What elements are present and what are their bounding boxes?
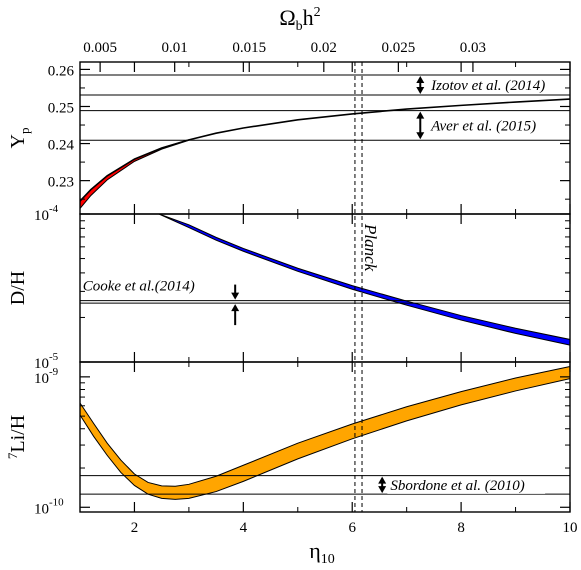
helium-obs-1-label: Aver et al. (2015) [430, 118, 536, 134]
top-tick-label-2: 0.015 [232, 40, 266, 56]
helium-curve [79, 98, 571, 202]
x-axis-title-main: η [309, 538, 321, 563]
helium-obs-0-arrow-head-down [416, 86, 425, 94]
deuterium-ytick-exp-0: -5 [49, 351, 59, 363]
deuterium-ytick-label-0: 10-5 [34, 351, 59, 372]
x-tick-label-0: 2 [131, 520, 139, 536]
deuterium-ytick-base-1: 10 [34, 208, 49, 224]
x-tick-label-2: 6 [348, 520, 356, 536]
deuterium-ytick-label-1: 10-4 [34, 203, 59, 224]
helium-obs-0-arrow-head-up [416, 75, 425, 83]
x-tick-label-1: 4 [240, 520, 248, 536]
planck-label: Planck [361, 223, 380, 272]
lithium-ytick-label-0: 10-10 [34, 496, 64, 517]
deuterium-obs-0-arrow-head-down [231, 292, 240, 300]
helium-ytick-label-3: 0.26 [48, 63, 75, 79]
x-axis-title: η10 [309, 538, 335, 565]
helium-ytick-label-0: 0.23 [48, 175, 74, 191]
helium-obs-1-label-bg [428, 117, 559, 135]
bands-layer [79, 98, 571, 500]
lithium-ytick-base-0: 10 [34, 501, 49, 517]
helium-band [79, 139, 190, 210]
top-tick-label-1: 0.01 [162, 40, 188, 56]
top-tick-label-5: 0.03 [460, 40, 486, 56]
x-tick-label-4: 10 [563, 520, 578, 536]
frame-layer [79, 61, 571, 513]
helium-ylabel-main: Y [7, 134, 29, 148]
labels-layer: Izotov et al. (2014) Aver et al. (2015) 0.… [5, 5, 578, 567]
helium-ytick-label-2: 0.25 [48, 100, 74, 116]
top-tick-label-3: 0.02 [311, 40, 337, 56]
deuterium-ytick-base-0: 10 [34, 356, 49, 372]
lithium-ytick-exp-1: -9 [49, 366, 59, 378]
lithium-frame [79, 361, 571, 513]
reference-lines-layer [80, 62, 573, 512]
top-axis-title-sup: 2 [314, 5, 321, 20]
lithium-ytick-base-1: 10 [34, 371, 49, 387]
top-axis-title-sub: b [296, 19, 303, 34]
helium-obs-0-label-bg [428, 76, 573, 94]
helium-obs-0-label: Izotov et al. (2014) [430, 78, 545, 94]
lithium-ylabel-sup: 7 [5, 452, 20, 459]
helium-ylabel-sub: p [17, 128, 32, 135]
lithium-obs-0-label-bg [387, 476, 546, 494]
x-tick-label-3: 8 [457, 520, 465, 536]
helium-ytick-label-1: 0.24 [48, 138, 75, 154]
deuterium-obs-0-arrow-head-up [231, 304, 240, 312]
lithium-obs-0-arrow-head-up [378, 476, 387, 484]
deuterium-ytick-exp-1: -4 [49, 203, 59, 215]
helium-ylabel: Yp [7, 128, 32, 149]
top-axis-title: Ωbh2 [279, 5, 320, 34]
lithium-obs-0-label: Sbordone et al. (2010) [390, 478, 524, 494]
top-axis-title-h: h [303, 5, 314, 30]
x-axis-title-sub: 10 [321, 552, 335, 565]
helium-obs-1-arrow-head-up [416, 111, 425, 119]
lithium-obs-0-arrow-head-down [378, 486, 387, 494]
lithium-ylabel: 7Li/H [5, 415, 29, 459]
top-tick-label-4: 0.025 [381, 40, 415, 56]
deuterium-ylabel: D/H [7, 271, 29, 305]
lithium-ylabel-main: Li/H [7, 415, 29, 453]
lithium-ytick-label-1: 10-9 [34, 366, 59, 387]
top-axis-title-main: Ω [279, 5, 295, 30]
deuterium-obs-0-label: Cooke et al.(2014) [83, 279, 195, 295]
lithium-ytick-exp-0: -10 [49, 496, 64, 508]
helium-obs-1-arrow-head-down [416, 132, 425, 140]
top-tick-label-0: 0.005 [83, 40, 117, 56]
